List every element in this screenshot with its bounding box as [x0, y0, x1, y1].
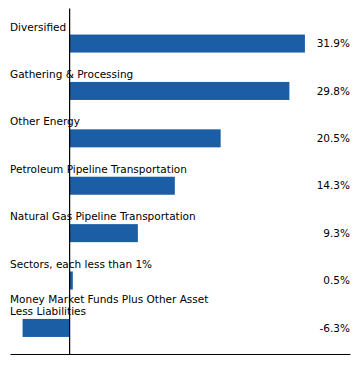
bar [23, 319, 70, 337]
bar [69, 129, 221, 147]
category-label: Money Market Funds Plus Other AssetLess … [10, 293, 208, 317]
bar [69, 177, 175, 195]
value-label: 14.3% [317, 179, 350, 191]
x-axis [11, 354, 351, 355]
value-label: -6.3% [320, 322, 350, 334]
value-label: 20.5% [317, 132, 350, 144]
value-label: 31.9% [317, 37, 350, 49]
category-label: Other Energy [10, 115, 80, 127]
category-label: Diversified [10, 21, 66, 33]
bar [69, 35, 305, 53]
category-label: Gathering & Processing [10, 68, 133, 80]
chart: Money Market Funds Plus Other AssetLess … [0, 0, 360, 366]
category-label: Natural Gas Pipeline Transportation [10, 210, 196, 222]
value-label: 0.5% [323, 274, 350, 286]
bar [69, 224, 138, 242]
x-axis-line [11, 354, 351, 355]
value-label: 9.3% [323, 227, 350, 239]
category-label: Petroleum Pipeline Transportation [10, 163, 187, 175]
value-label: 29.8% [317, 85, 350, 97]
category-label: Sectors, each less than 1% [10, 258, 152, 270]
value-labels: -6.3% 0.5% 9.3% 14.3% 20.5% 29.8% 31.9% [317, 37, 350, 333]
plot: Money Market Funds Plus Other AssetLess … [10, 9, 351, 355]
category-labels: Money Market Funds Plus Other AssetLess … [10, 21, 208, 317]
bar [69, 82, 289, 100]
